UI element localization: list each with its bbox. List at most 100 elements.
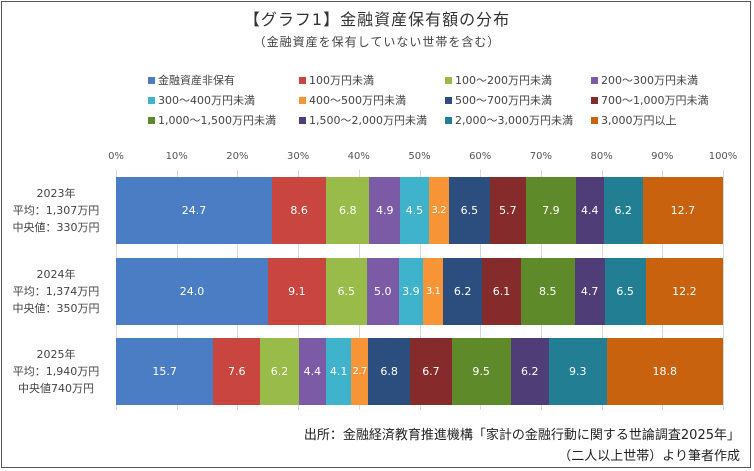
bar-segment: 8.5 bbox=[520, 258, 575, 325]
bar-segment: 8.6 bbox=[272, 177, 327, 244]
legend-swatch bbox=[445, 76, 452, 84]
bar-segment: 15.7 bbox=[116, 338, 214, 405]
data-label: 4.7 bbox=[580, 285, 599, 298]
bar-segment: 4.4 bbox=[575, 177, 604, 244]
category-mean: 平均：1,374万円 bbox=[12, 285, 100, 298]
x-tick-label: 30% bbox=[286, 151, 310, 162]
legend-item: 2,000～3,000万円未満 bbox=[445, 112, 573, 128]
x-tick-label: 10% bbox=[165, 151, 188, 162]
bar-segment: 12.7 bbox=[642, 177, 723, 244]
legend-item: 1,500～2,000万円未満 bbox=[299, 112, 427, 128]
data-label: 9.1 bbox=[288, 285, 306, 298]
data-label: 6.8 bbox=[339, 204, 357, 217]
legend-label: 3,000万円以上 bbox=[601, 114, 677, 127]
data-label: 4.4 bbox=[303, 365, 322, 378]
legend-item: 700～1,000万円未満 bbox=[591, 92, 709, 108]
bar-segment: 7.9 bbox=[525, 177, 576, 244]
data-label: 6.2 bbox=[614, 204, 632, 217]
category-mean: 平均：1,307万円 bbox=[12, 204, 100, 217]
bar-segment: 3.2 bbox=[428, 177, 449, 244]
bar-segment: 9.3 bbox=[548, 338, 607, 405]
x-tick-label: 20% bbox=[226, 151, 249, 162]
legend-label: 100万円未満 bbox=[309, 74, 374, 87]
bar-segment: 3.9 bbox=[398, 258, 424, 325]
bar-segment: 6.5 bbox=[448, 177, 490, 244]
legend-item: 500～700万円未満 bbox=[445, 92, 552, 108]
data-label: 9.3 bbox=[568, 365, 587, 378]
bar-segment: 6.2 bbox=[603, 177, 643, 244]
data-label: 6.2 bbox=[270, 365, 289, 378]
legend-label: 200～300万円未満 bbox=[601, 74, 698, 87]
data-label: 6.5 bbox=[616, 285, 634, 298]
source-line-1: 出所：金融経済教育推進機構「家計の金融行動に関する世論調査2025年」 bbox=[303, 428, 740, 443]
data-label: 7.9 bbox=[542, 204, 560, 217]
legend-swatch bbox=[591, 76, 598, 84]
bar-segment: 5.0 bbox=[366, 258, 399, 325]
legend-swatch bbox=[148, 96, 155, 104]
data-label: 24.0 bbox=[179, 285, 205, 298]
bar-segment: 18.8 bbox=[606, 338, 723, 405]
data-label: 3.2 bbox=[431, 205, 447, 216]
data-label: 6.1 bbox=[492, 285, 511, 298]
bar-segment: 3.1 bbox=[423, 258, 443, 325]
legend-swatch bbox=[148, 116, 155, 124]
bar-segment: 4.4 bbox=[298, 338, 326, 405]
x-tick-label: 40% bbox=[347, 151, 370, 162]
x-tick-label: 0% bbox=[108, 151, 124, 162]
bar-segment: 12.2 bbox=[645, 258, 723, 325]
bar-segment: 6.1 bbox=[482, 258, 521, 325]
category-label: 2024年 平均：1,374万円 中央値：350万円 bbox=[0, 266, 112, 317]
data-label: 4.1 bbox=[329, 365, 348, 378]
data-label: 18.8 bbox=[652, 365, 678, 378]
category-label: 2025年 平均：1,940万円 中央値740万円 bbox=[0, 346, 112, 397]
x-tick-label: 70% bbox=[529, 151, 553, 162]
x-tick-label: 90% bbox=[651, 151, 674, 162]
bar-segment: 2.7 bbox=[351, 338, 369, 405]
data-label: 9.5 bbox=[472, 365, 490, 378]
legend-label: 2,000～3,000万円未満 bbox=[455, 114, 573, 127]
chart-title: 【グラフ1】金融資産保有額の分布 bbox=[243, 10, 511, 29]
data-label: 4.4 bbox=[580, 204, 599, 217]
legend-item: 1,000～1,500万円未満 bbox=[148, 112, 276, 128]
bar-segment: 4.7 bbox=[574, 258, 605, 325]
category-year: 2023年 bbox=[36, 187, 76, 200]
legend-swatch bbox=[299, 116, 306, 124]
legend-label: 300～400万円未満 bbox=[158, 94, 255, 107]
category-year: 2024年 bbox=[36, 268, 76, 281]
data-label: 6.5 bbox=[337, 285, 356, 298]
bar-segment: 9.1 bbox=[268, 258, 326, 325]
legend-item: 300～400万円未満 bbox=[148, 92, 255, 108]
legend-swatch bbox=[591, 116, 598, 124]
data-label: 2.7 bbox=[352, 366, 368, 377]
data-label: 4.5 bbox=[405, 204, 424, 217]
data-label: 8.5 bbox=[539, 285, 557, 298]
gridline bbox=[723, 170, 724, 410]
bar-segment: 6.7 bbox=[410, 338, 452, 405]
category-median: 中央値740万円 bbox=[18, 382, 94, 395]
data-label: 5.7 bbox=[499, 204, 517, 217]
data-label: 7.6 bbox=[228, 365, 246, 378]
bar-segment: 4.9 bbox=[369, 177, 401, 244]
legend-item: 100万円未満 bbox=[299, 72, 374, 88]
legend-label: 500～700万円未満 bbox=[455, 94, 552, 107]
legend-swatch bbox=[445, 96, 452, 104]
data-label: 24.7 bbox=[181, 204, 207, 217]
category-label: 2023年平均：1,307万円 中央値：330万円 bbox=[0, 185, 112, 236]
legend-label: 700～1,000万円未満 bbox=[601, 94, 709, 107]
x-tick-label: 80% bbox=[590, 151, 613, 162]
data-label: 6.2 bbox=[453, 285, 472, 298]
bar-segment: 6.5 bbox=[604, 258, 646, 325]
legend-swatch bbox=[591, 96, 598, 104]
category-median: 中央値：330万円 bbox=[12, 221, 100, 234]
legend-label: 1,500～2,000万円未満 bbox=[309, 114, 427, 127]
data-label: 6.7 bbox=[422, 365, 440, 378]
x-tick-label: 60% bbox=[469, 151, 492, 162]
data-label: 8.6 bbox=[290, 204, 308, 217]
bar-segment: 6.2 bbox=[260, 338, 299, 405]
legend-item: 400～500万円未満 bbox=[299, 92, 406, 108]
x-tick-label: 50% bbox=[408, 151, 431, 162]
bar-segment: 24.7 bbox=[116, 177, 272, 244]
legend-swatch bbox=[299, 96, 306, 104]
data-label: 6.2 bbox=[520, 365, 539, 378]
source-line-2: （二人以上世帯）より筆者作成 bbox=[558, 449, 740, 464]
